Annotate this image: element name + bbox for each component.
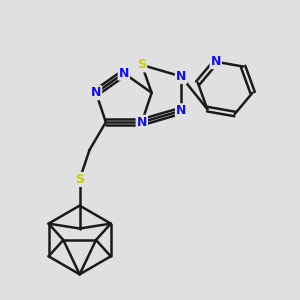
Text: N: N xyxy=(176,70,186,83)
Text: S: S xyxy=(75,173,84,186)
Text: N: N xyxy=(91,86,101,99)
Text: N: N xyxy=(176,104,186,117)
Text: S: S xyxy=(137,58,146,71)
Text: N: N xyxy=(211,55,221,68)
Text: N: N xyxy=(118,67,129,80)
Text: N: N xyxy=(136,116,147,129)
